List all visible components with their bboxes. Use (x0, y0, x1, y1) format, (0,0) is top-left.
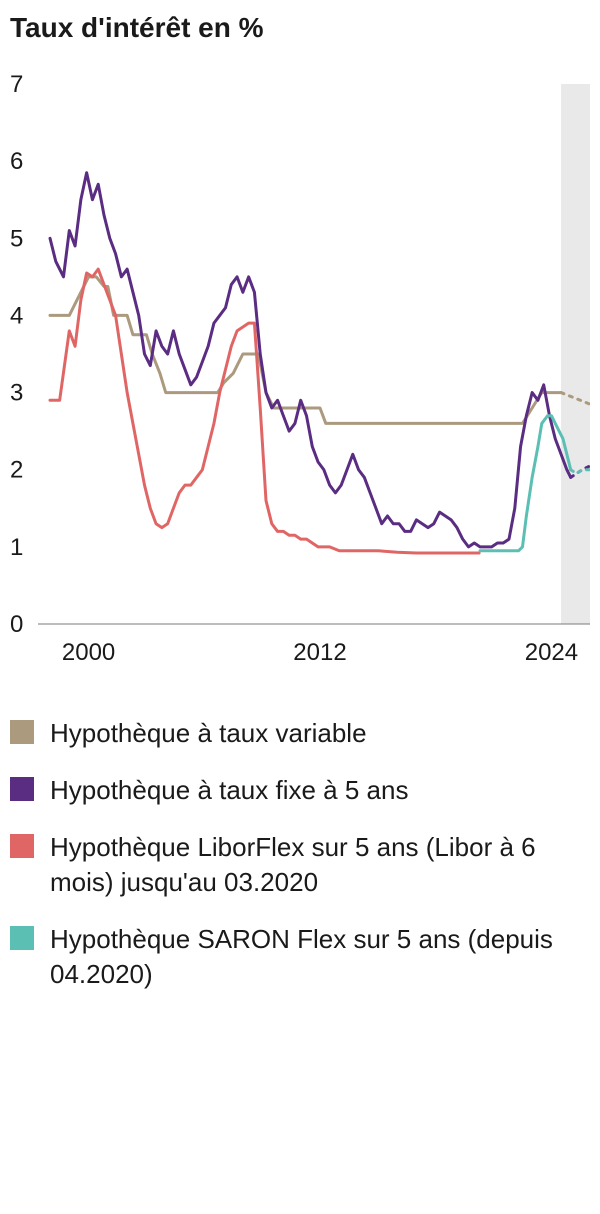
series-variable (50, 277, 561, 424)
y-tick-label: 0 (10, 611, 23, 638)
y-tick-label: 7 (10, 71, 23, 98)
y-tick-label: 4 (10, 302, 23, 329)
series-saron (480, 416, 571, 551)
legend-label: Hypothèque SARON Flex sur 5 ans (depuis … (50, 922, 590, 992)
series-fixe5 (50, 173, 571, 547)
legend-item: Hypothèque LiborFlex sur 5 ans (Libor à … (10, 830, 590, 900)
y-tick-label: 1 (10, 534, 23, 561)
legend-item: Hypothèque SARON Flex sur 5 ans (depuis … (10, 922, 590, 992)
legend-label: Hypothèque à taux fixe à 5 ans (50, 773, 590, 808)
x-tick-label: 2000 (62, 639, 115, 666)
legend-swatch (10, 777, 34, 801)
legend-swatch (10, 926, 34, 950)
y-tick-label: 6 (10, 148, 23, 175)
legend-item: Hypothèque à taux fixe à 5 ans (10, 773, 590, 808)
y-tick-label: 5 (10, 225, 23, 252)
y-tick-label: 2 (10, 457, 23, 484)
chart-title: Taux d'intérêt en % (10, 12, 590, 44)
series-libor (50, 269, 479, 553)
y-tick-label: 3 (10, 380, 23, 407)
legend: Hypothèque à taux variable Hypothèque à t… (10, 716, 590, 993)
line-chart-svg: 0 1 2 3 4 5 6 7 2000 2012 2024 (10, 64, 590, 684)
legend-swatch (10, 834, 34, 858)
forecast-shaded-band (561, 84, 590, 624)
x-tick-label: 2024 (525, 639, 578, 666)
legend-label: Hypothèque LiborFlex sur 5 ans (Libor à … (50, 830, 590, 900)
legend-label: Hypothèque à taux variable (50, 716, 590, 751)
chart-plot-area: 0 1 2 3 4 5 6 7 2000 2012 2024 (10, 64, 590, 684)
legend-item: Hypothèque à taux variable (10, 716, 590, 751)
chart-container: Taux d'intérêt en % 0 1 2 3 4 5 6 7 2000 2012 2024… (0, 0, 600, 1013)
legend-swatch (10, 720, 34, 744)
x-tick-label: 2012 (293, 639, 346, 666)
